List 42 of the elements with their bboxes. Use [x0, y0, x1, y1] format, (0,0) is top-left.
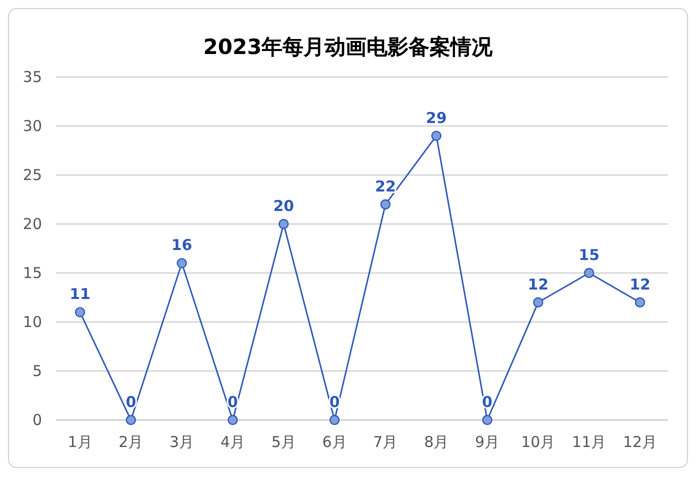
data-label: 29 [426, 108, 447, 127]
point [533, 297, 544, 308]
y-tick-label: 25 [22, 166, 42, 184]
x-tick-label: 11月 [572, 433, 606, 451]
y-tick-label: 5 [32, 362, 42, 380]
data-label: 20 [273, 197, 294, 215]
point [176, 258, 187, 268]
point [74, 307, 86, 318]
data-label: 16 [171, 236, 192, 254]
point [329, 414, 340, 426]
x-tick-label: 2月 [118, 433, 144, 451]
data-label: 11 [70, 285, 90, 304]
x-tick-label: 1月 [68, 433, 92, 451]
x-tick-label: 10月 [521, 433, 556, 451]
point [584, 268, 594, 278]
y-tick-label: 30 [22, 117, 42, 135]
x-tick-label: 4月 [220, 433, 245, 451]
point [634, 297, 646, 308]
x-tick-label: 3月 [170, 433, 194, 451]
point [431, 130, 442, 141]
point [126, 414, 136, 426]
point [228, 414, 238, 426]
data-label: 12 [528, 275, 549, 294]
x-tick-label: 7月 [373, 433, 398, 451]
chart-title: 2023年每月动画电影备案情况 [203, 35, 494, 59]
y-tick-label: 10 [22, 313, 42, 331]
data-label: 15 [578, 246, 600, 264]
data-label: 0 [126, 393, 136, 411]
y-tick-label: 35 [22, 68, 42, 86]
x-tick-label: 9月 [475, 433, 500, 451]
x-tick-label: 6月 [322, 433, 347, 451]
x-tick-label: 12月 [622, 433, 658, 451]
point [278, 218, 289, 230]
y-tick-label: 15 [22, 264, 42, 282]
point [482, 414, 492, 426]
y-tick-label: 20 [22, 215, 42, 233]
data-label: 12 [630, 275, 650, 294]
data-label: 22 [375, 177, 396, 196]
point [380, 199, 391, 210]
x-tick-label: 5月 [271, 433, 296, 451]
x-tick-label: 8月 [424, 433, 449, 451]
y-tick-label: 0 [32, 411, 42, 429]
